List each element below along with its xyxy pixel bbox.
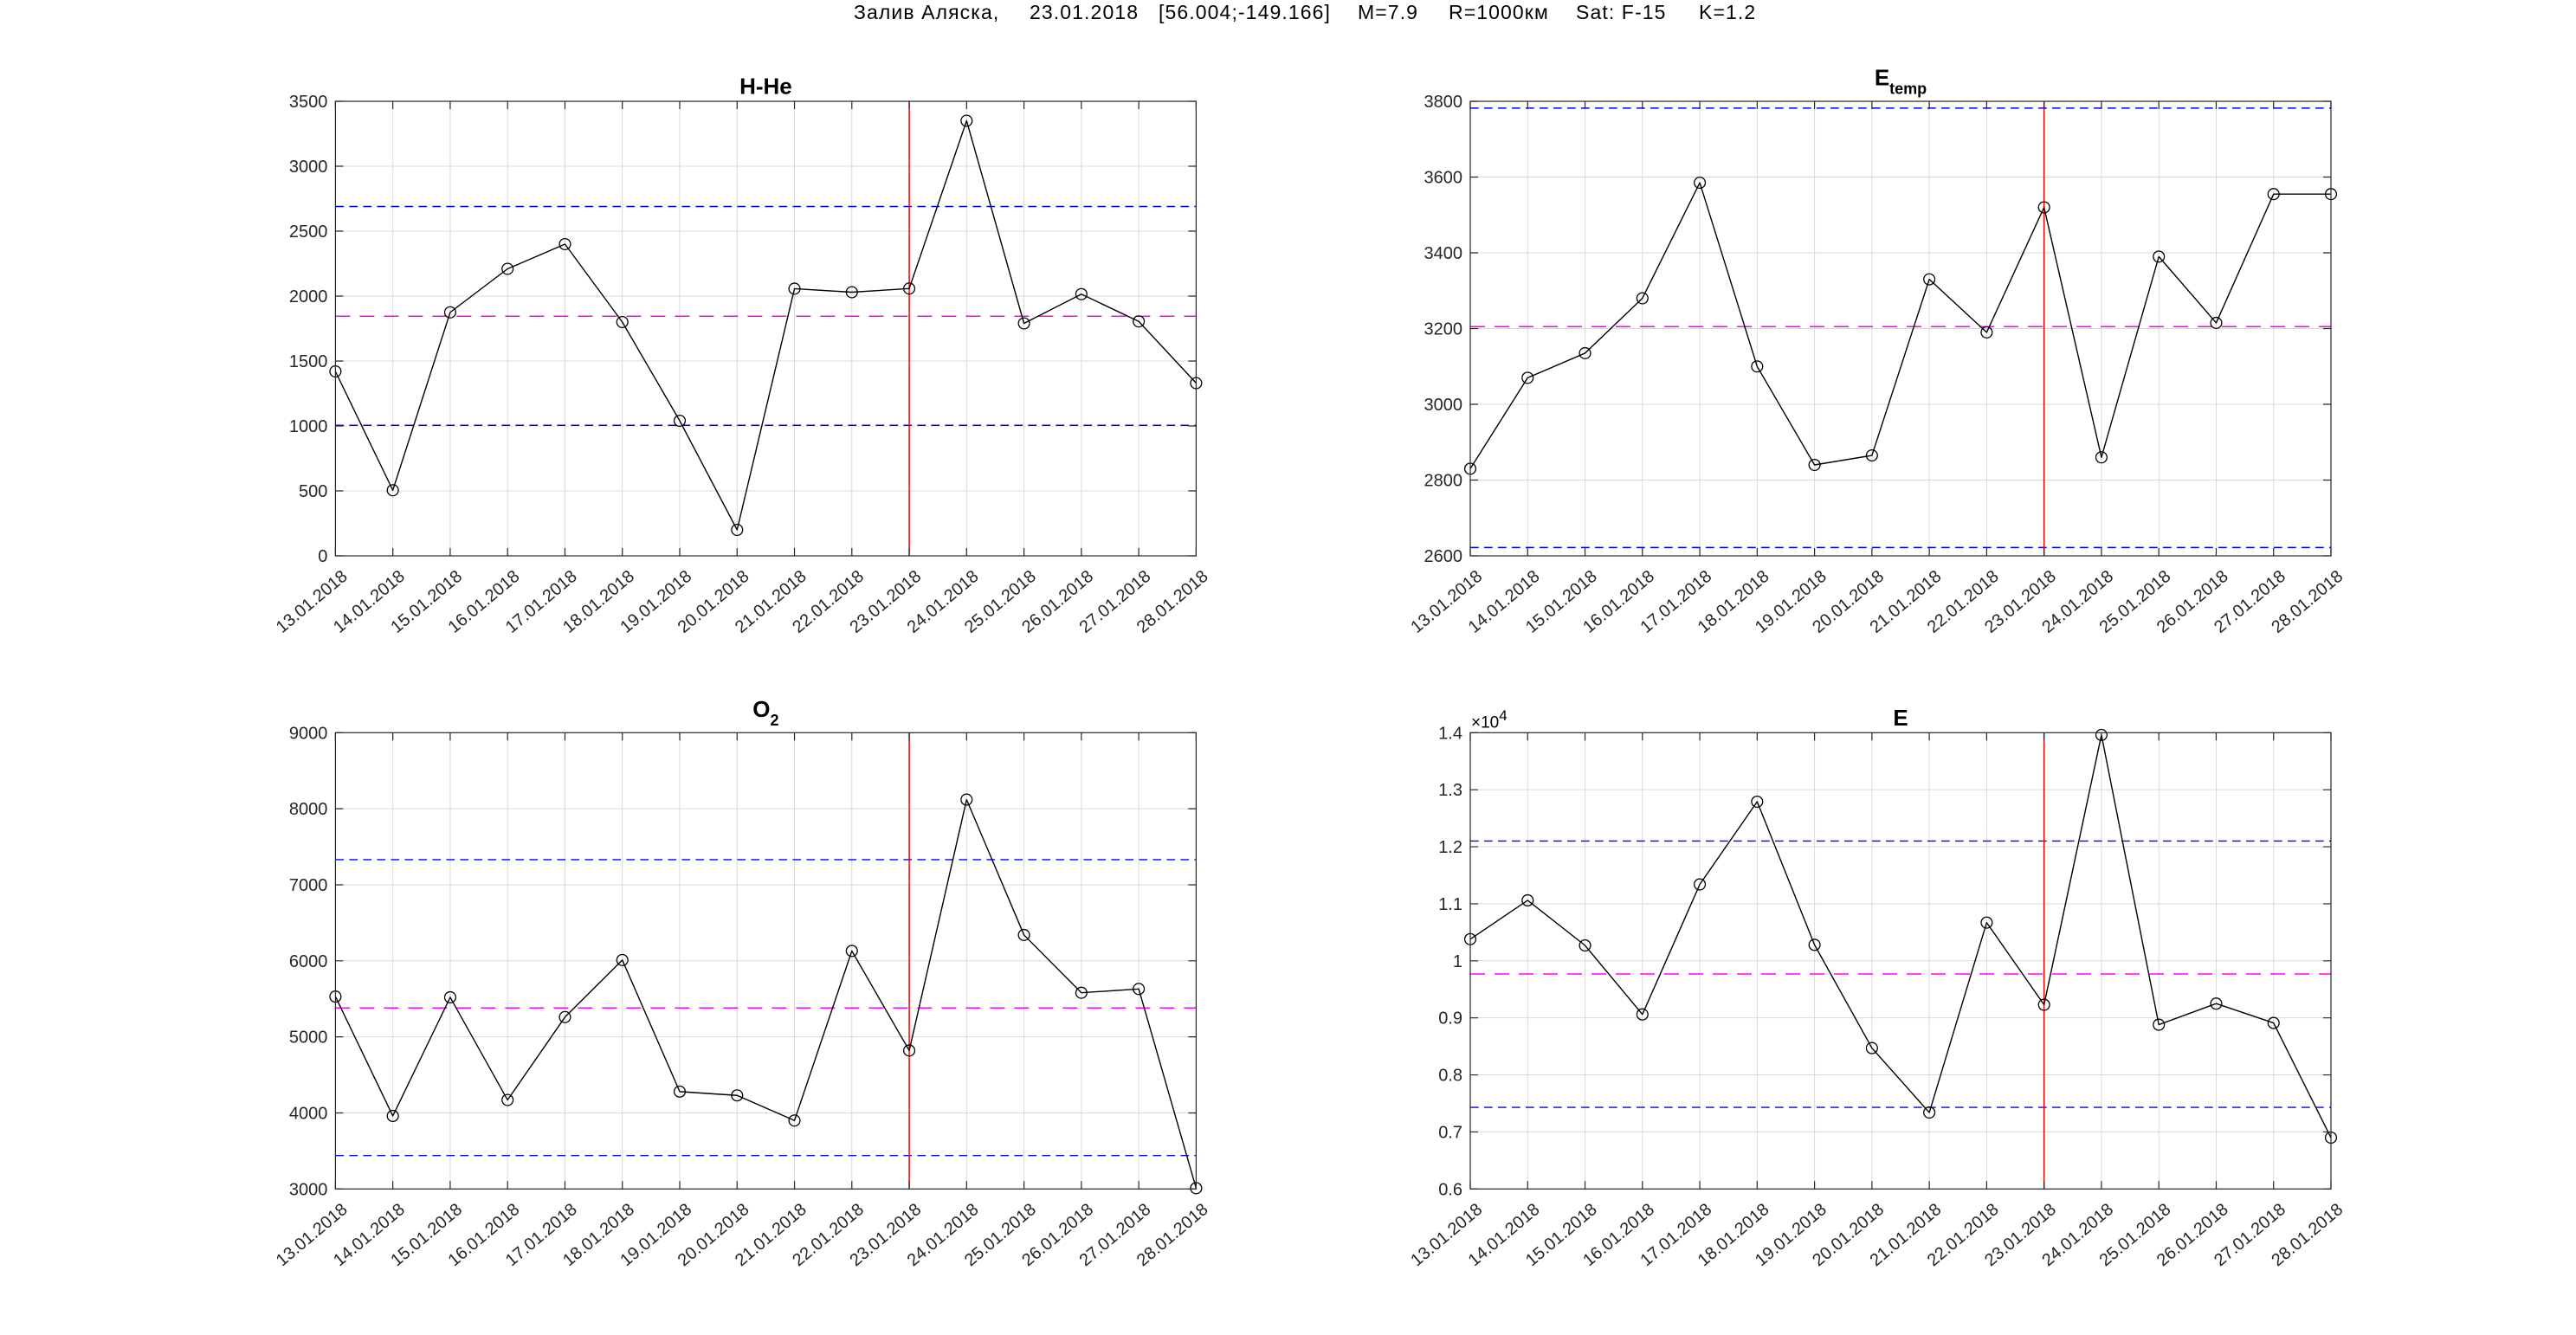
svg-text:1.2: 1.2 <box>1438 838 1462 857</box>
svg-text:500: 500 <box>299 482 327 501</box>
svg-text:2800: 2800 <box>1424 472 1463 491</box>
svg-text:1000: 1000 <box>289 417 328 436</box>
svg-text:1: 1 <box>1453 952 1462 971</box>
svg-text:0.9: 0.9 <box>1438 1009 1462 1029</box>
svg-text:H-He: H-He <box>739 74 792 100</box>
svg-text:0.7: 0.7 <box>1438 1123 1462 1142</box>
svg-text:Sat: F-15: Sat: F-15 <box>1576 1 1667 23</box>
svg-text:3800: 3800 <box>1424 93 1463 112</box>
svg-text:K=1.2: K=1.2 <box>1699 1 1756 23</box>
svg-text:3600: 3600 <box>1424 169 1463 188</box>
svg-text:1.3: 1.3 <box>1438 781 1462 800</box>
svg-text:1.4: 1.4 <box>1438 724 1462 743</box>
svg-text:1500: 1500 <box>289 352 328 371</box>
svg-text:M=7.9: M=7.9 <box>1358 1 1418 23</box>
svg-text:Залив Аляска,: Залив Аляска, <box>854 1 999 23</box>
svg-text:0: 0 <box>318 547 327 566</box>
svg-text:5000: 5000 <box>289 1029 328 1048</box>
svg-text:6000: 6000 <box>289 952 328 971</box>
svg-text:2500: 2500 <box>289 222 328 242</box>
svg-text:3000: 3000 <box>289 1180 328 1199</box>
svg-text:2000: 2000 <box>289 287 328 306</box>
svg-text:23.01.2018: 23.01.2018 <box>1030 1 1139 23</box>
svg-text:[56.004;-149.166]: [56.004;-149.166] <box>1159 1 1331 23</box>
svg-text:3400: 3400 <box>1424 244 1463 263</box>
svg-text:3500: 3500 <box>289 93 328 112</box>
svg-text:8000: 8000 <box>289 800 328 819</box>
svg-text:E: E <box>1893 705 1908 731</box>
svg-text:0.6: 0.6 <box>1438 1180 1462 1199</box>
svg-text:7000: 7000 <box>289 876 328 895</box>
svg-text:0.8: 0.8 <box>1438 1067 1462 1086</box>
svg-text:3000: 3000 <box>289 158 328 177</box>
svg-text:3200: 3200 <box>1424 320 1463 339</box>
svg-text:3000: 3000 <box>1424 396 1463 415</box>
svg-text:2600: 2600 <box>1424 547 1463 566</box>
svg-text:9000: 9000 <box>289 724 328 743</box>
svg-text:1.1: 1.1 <box>1438 895 1462 914</box>
svg-text:4000: 4000 <box>289 1104 328 1123</box>
svg-text:R=1000км: R=1000км <box>1449 1 1549 23</box>
